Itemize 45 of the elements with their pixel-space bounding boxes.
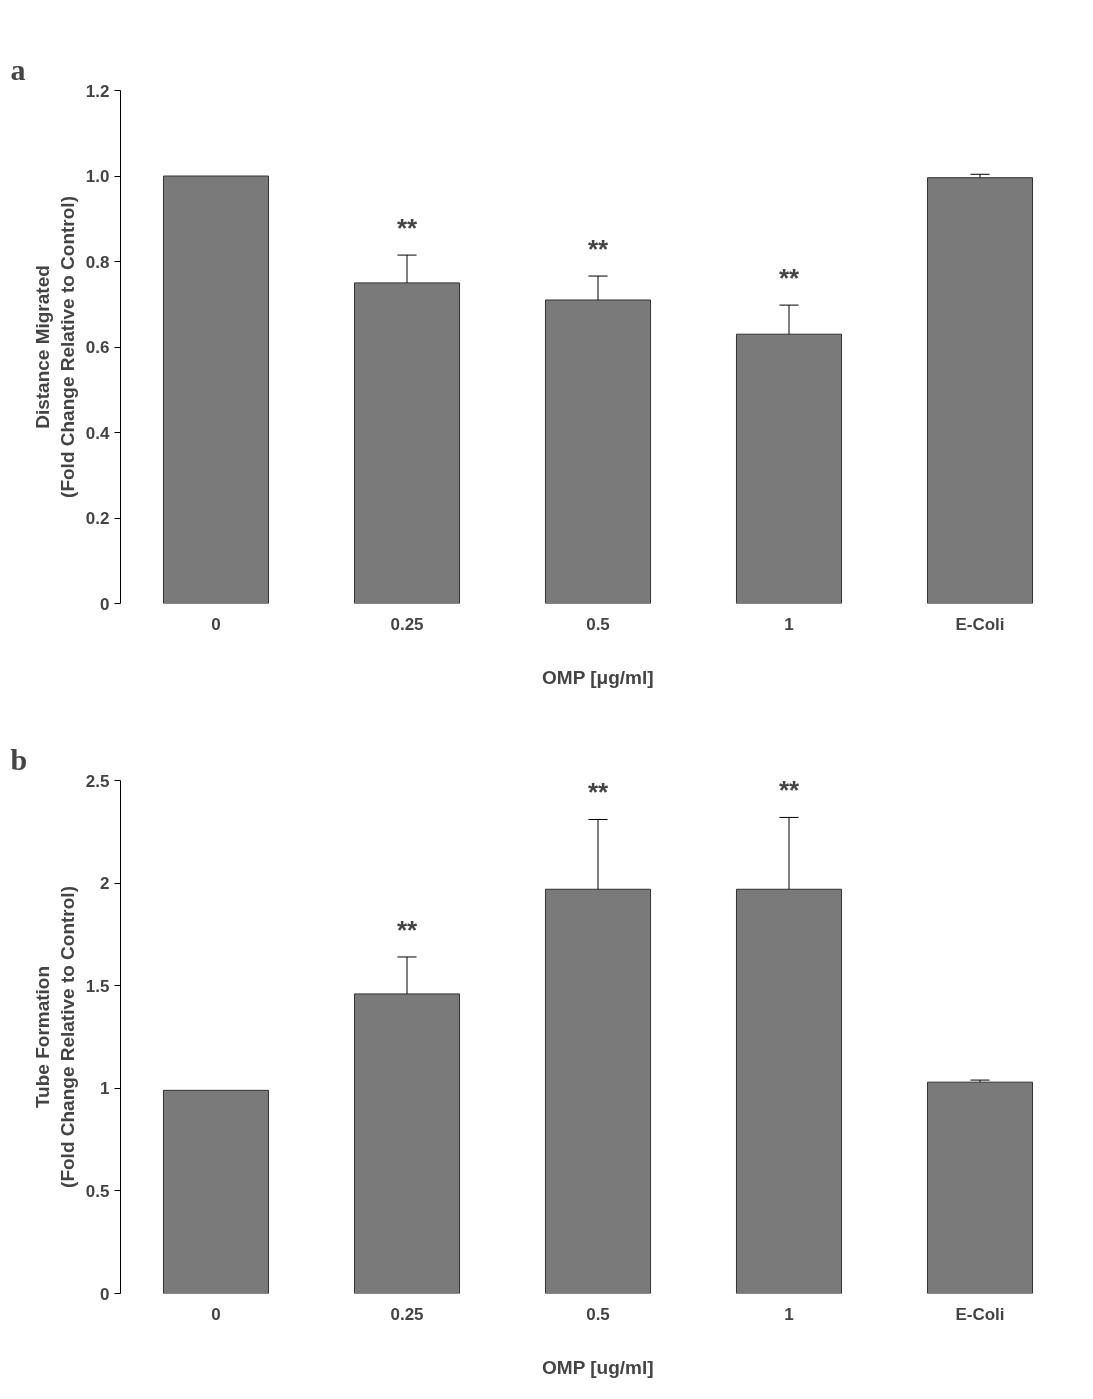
x-tick-label: E-Coli: [955, 614, 1005, 634]
y-axis-title: Distance Migrated (Fold Change Relative to Control): [31, 196, 78, 498]
bar: [926, 1081, 1034, 1294]
x-axis-title: OMP [ug/ml]: [542, 1356, 654, 1378]
y-tick-label: 2.5: [85, 771, 110, 791]
annotation: **: [587, 234, 609, 265]
bar: [544, 888, 652, 1294]
bar: [353, 993, 461, 1294]
bar: [162, 175, 270, 604]
y-tick-label: 0.4: [85, 423, 111, 443]
bar: [735, 888, 843, 1294]
y-tick-label: 1.5: [85, 976, 110, 996]
y-tick-label: 1: [100, 1079, 110, 1099]
x-tick-label: 0.25: [390, 614, 424, 634]
x-tick-label: 0.5: [586, 1304, 610, 1324]
annotation: **: [778, 263, 800, 294]
chart-title: a: [10, 52, 26, 86]
y-tick-label: 2: [100, 874, 110, 894]
x-tick-label: 1: [784, 614, 794, 634]
y-tick-label: 0.8: [85, 252, 110, 272]
x-tick-label: 0.25: [390, 1304, 424, 1324]
y-tick-label: 0: [100, 594, 110, 614]
y-tick-label: 1.2: [85, 81, 110, 101]
bar: [544, 299, 652, 604]
x-tick-label: 0.5: [586, 614, 610, 634]
y-tick-label: 0.6: [85, 338, 110, 357]
x-tick-label: 0: [211, 1304, 221, 1324]
bar: [926, 177, 1034, 604]
y-tick-label: 0: [100, 1284, 110, 1304]
bar: [353, 282, 461, 604]
annotation: **: [587, 777, 609, 808]
bar: [162, 1089, 270, 1294]
x-tick-label: 1: [784, 1304, 794, 1324]
annotation: **: [396, 914, 418, 945]
annotation: **: [396, 213, 418, 244]
x-axis-title: OMP [μg/ml]: [542, 666, 654, 688]
bar: [735, 333, 843, 604]
y-tick-label: 0.5: [85, 1181, 110, 1201]
y-tick-label: 0.2: [85, 509, 110, 528]
annotation: **: [778, 775, 800, 806]
y-axis-title: Tube Formation (Fold Change Relative to Control): [31, 886, 78, 1188]
x-tick-label: E-Coli: [955, 1304, 1005, 1324]
y-tick-label: 1.0: [85, 167, 110, 186]
chart-title: b: [10, 742, 28, 776]
x-tick-label: 0: [211, 614, 221, 634]
